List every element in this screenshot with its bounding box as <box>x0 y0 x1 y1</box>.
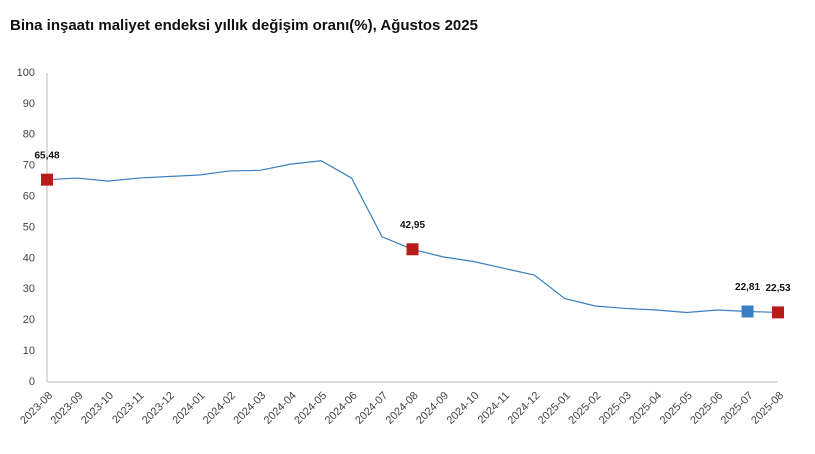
x-tick-label: 2023-08 <box>18 390 55 427</box>
x-tick-label: 2023-10 <box>79 390 116 427</box>
value-label: 42,95 <box>400 220 425 231</box>
y-tick-label: 50 <box>23 221 35 233</box>
x-tick-label: 2025-06 <box>688 390 725 427</box>
x-tick-label: 2024-06 <box>323 390 360 427</box>
highlight-marker <box>772 306 784 319</box>
value-label: 22,53 <box>765 283 790 294</box>
highlight-marker <box>406 243 419 256</box>
highlight-marker <box>741 305 754 318</box>
y-tick-label: 70 <box>23 160 35 172</box>
x-tick-label: 2024-05 <box>292 390 329 427</box>
value-label: 65,48 <box>34 150 59 161</box>
x-tick-label: 2024-03 <box>231 390 268 427</box>
x-tick-label: 2025-08 <box>749 390 786 427</box>
x-tick-label: 2024-04 <box>262 390 299 427</box>
x-tick-label: 2024-01 <box>170 390 207 427</box>
y-tick-label: 20 <box>23 314 35 326</box>
chart-title: Bina inşaatı maliyet endeksi yıllık deği… <box>10 17 478 34</box>
x-tick-label: 2024-12 <box>505 390 542 427</box>
x-tick-label: 2025-03 <box>597 390 634 427</box>
y-tick-label: 10 <box>23 345 35 357</box>
x-tick-label: 2025-05 <box>658 390 695 427</box>
x-tick-label: 2024-07 <box>353 390 390 427</box>
x-tick-label: 2023-09 <box>49 390 86 427</box>
series-line <box>46 160 779 314</box>
y-tick-label: 90 <box>23 98 35 110</box>
y-tick-label: 80 <box>23 129 35 141</box>
x-tick-label: 2025-07 <box>719 390 756 427</box>
value-label: 22,81 <box>735 282 760 293</box>
y-tick-label: 40 <box>23 252 35 264</box>
x-tick-label: 2024-08 <box>384 390 421 427</box>
highlight-marker <box>41 173 53 186</box>
y-tick-label: 60 <box>23 191 35 203</box>
x-tick-label: 2025-04 <box>627 390 664 427</box>
x-tick-label: 2025-01 <box>536 390 573 427</box>
y-tick-label: 100 <box>17 67 35 79</box>
x-tick-label: 2024-10 <box>445 390 482 427</box>
y-tick-label: 30 <box>23 283 35 295</box>
y-tick-label: 0 <box>29 376 35 388</box>
x-tick-label: 2024-02 <box>201 390 238 427</box>
x-tick-label: 2025-02 <box>566 390 603 427</box>
x-tick-label: 2024-09 <box>414 390 451 427</box>
x-tick-label: 2023-12 <box>140 390 177 427</box>
